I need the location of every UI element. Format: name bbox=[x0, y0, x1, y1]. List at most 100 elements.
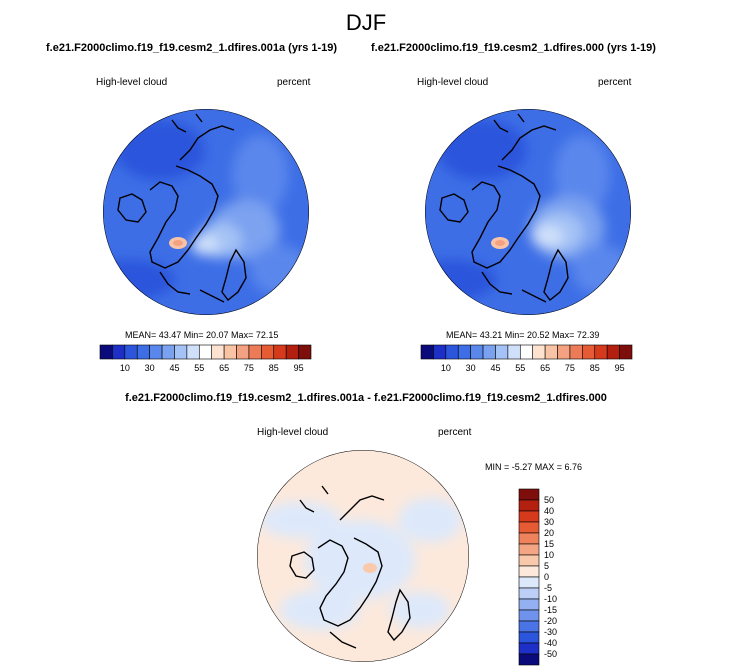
panel3-stats: MIN = -5.27 MAX = 6.76 bbox=[485, 462, 583, 472]
season-title: DJF bbox=[345, 10, 387, 35]
panel3-colorbar-box bbox=[518, 642, 540, 655]
panel3-colorbar-tick-label: -5 bbox=[544, 583, 552, 593]
panel3-colorbar-box bbox=[518, 587, 540, 600]
panel2-colorbar-box bbox=[532, 344, 546, 360]
panel2-colorbar-box bbox=[582, 344, 596, 360]
panel3-colorbar-box bbox=[518, 609, 540, 622]
panel3-colorbar-box bbox=[518, 521, 540, 534]
panel3-colorbar-tick-label: 0 bbox=[544, 572, 549, 582]
panel1-colorbar-box bbox=[161, 344, 175, 360]
panel2-variable-label: High-level cloud bbox=[417, 77, 489, 88]
panel2-colorbar-box bbox=[457, 344, 471, 360]
panel1-colorbar-box bbox=[285, 344, 299, 360]
panel3-colorbar-tick-label: -50 bbox=[544, 649, 557, 659]
panel2-colorbar-box bbox=[519, 344, 534, 360]
panel1-colorbar-box bbox=[236, 344, 250, 360]
panel3-colorbar-box bbox=[518, 653, 540, 666]
panel-title-right: f.e21.F2000climo.f19_f19.cesm2_1.dfires.… bbox=[371, 42, 656, 54]
panel3-colorbar-box bbox=[518, 543, 540, 556]
panel2-colorbar-box bbox=[507, 344, 521, 360]
panel1-colorbar-box bbox=[223, 344, 237, 360]
panel2-colorbar-box bbox=[433, 344, 447, 360]
panel2-map bbox=[425, 109, 631, 315]
panel1-map bbox=[103, 109, 309, 315]
panel3-colorbar-box bbox=[518, 576, 540, 589]
panel1-warm-core bbox=[173, 240, 183, 246]
panel1-colorbar-box bbox=[136, 344, 150, 360]
panel2-colorbar-box bbox=[569, 344, 583, 360]
panel3-colorbar-box bbox=[518, 554, 540, 567]
panel1-colorbar-box bbox=[149, 344, 163, 360]
panel3-colorbar-tick-label: 40 bbox=[544, 506, 554, 516]
panel2-colorbar-tick-label: 10 bbox=[441, 363, 451, 373]
panel2-colorbar-tick-label: 30 bbox=[466, 363, 476, 373]
panel3-colorbar-tick-label: -10 bbox=[544, 594, 557, 604]
panel1-colorbar-tick-label: 10 bbox=[120, 363, 130, 373]
panel1-units-label: percent bbox=[277, 77, 311, 88]
panel2-coastlines bbox=[439, 113, 569, 303]
panel3-colorbar-tick-label: 5 bbox=[544, 561, 549, 571]
panel-title-left: f.e21.F2000climo.f19_f19.cesm2_1.dfires.… bbox=[46, 42, 338, 54]
panel3-colorbar-tick-label: 20 bbox=[544, 528, 554, 538]
panel2-colorbar-box bbox=[420, 344, 434, 360]
panel3-coastlines bbox=[289, 485, 411, 649]
panel3-colorbar-tick-label: 50 bbox=[544, 495, 554, 505]
panel2-colorbar-box bbox=[495, 344, 509, 360]
panel1-colorbar-box bbox=[112, 344, 126, 360]
panel3-units-label: percent bbox=[438, 427, 472, 438]
panel3-colorbar-box bbox=[518, 499, 540, 512]
panel2-warm-core bbox=[495, 240, 505, 246]
panel1-colorbar-tick-label: 65 bbox=[219, 363, 229, 373]
panel3-colorbar-box bbox=[518, 532, 540, 545]
panel1-colorbar-tick-label: 55 bbox=[194, 363, 204, 373]
panel2-colorbar-box bbox=[445, 344, 459, 360]
panel3-variable-label: High-level cloud bbox=[257, 427, 329, 438]
panel2-colorbar-box bbox=[470, 344, 484, 360]
panel1-colorbar-box bbox=[186, 344, 200, 360]
panel3-colorbar-box bbox=[518, 631, 540, 644]
panel1-colorbar-tick-label: 75 bbox=[244, 363, 254, 373]
panel1-colorbar-box bbox=[298, 344, 312, 360]
panel3-colorbar-box bbox=[518, 565, 540, 578]
panel3-colorbar-tick-label: -40 bbox=[544, 638, 557, 648]
panel1-coastlines bbox=[117, 113, 247, 303]
panel1-colorbar-box bbox=[273, 344, 287, 360]
panel2-colorbar-tick-label: 55 bbox=[515, 363, 525, 373]
panel1-colorbar-box bbox=[261, 344, 275, 360]
panel1-colorbar-box bbox=[99, 344, 113, 360]
panel3-colorbar-box bbox=[518, 598, 540, 611]
panel1-colorbar-box bbox=[174, 344, 188, 360]
panel3-colorbar-tick-label: 10 bbox=[544, 550, 554, 560]
panel3-map bbox=[257, 450, 469, 662]
panel1-colorbar-tick-label: 85 bbox=[269, 363, 279, 373]
panel2-colorbar-box bbox=[557, 344, 571, 360]
panel2-colorbar-box bbox=[594, 344, 608, 360]
panel1-colorbar-tick-label: 30 bbox=[145, 363, 155, 373]
panel1-colorbar-box bbox=[124, 344, 138, 360]
panel1-colorbar-tick-label: 45 bbox=[169, 363, 179, 373]
panel1-variable-label: High-level cloud bbox=[96, 77, 168, 88]
panel1-colorbar-box bbox=[248, 344, 262, 360]
panel3-colorbar-tick-label: -15 bbox=[544, 605, 557, 615]
panel2-units-label: percent bbox=[598, 77, 632, 88]
panel2-colorbar-tick-label: 95 bbox=[615, 363, 625, 373]
panel1-stats: MEAN= 43.47 Min= 20.07 Max= 72.15 bbox=[125, 330, 279, 340]
panel1-colorbar-box bbox=[211, 344, 225, 360]
difference-title: f.e21.F2000climo.f19_f19.cesm2_1.dfires.… bbox=[125, 392, 607, 404]
panel2-stats: MEAN= 43.21 Min= 20.52 Max= 72.39 bbox=[446, 330, 600, 340]
panel2-colorbar-tick-label: 45 bbox=[490, 363, 500, 373]
panel2-colorbar-tick-label: 75 bbox=[565, 363, 575, 373]
panel1-colorbar: 10 30 45 55 65 75 85 95 bbox=[99, 344, 312, 373]
panel1-colorbar-tick-label: 95 bbox=[294, 363, 304, 373]
panel2-colorbar-box bbox=[482, 344, 496, 360]
panel3-colorbar-box bbox=[518, 620, 540, 633]
panel2-colorbar-box bbox=[544, 344, 558, 360]
panel3-warm-spot bbox=[363, 563, 377, 573]
panel2-colorbar: 10 30 45 55 65 75 85 95 bbox=[420, 344, 633, 373]
panel3-colorbar-tick-label: -20 bbox=[544, 616, 557, 626]
panel2-colorbar-box bbox=[619, 344, 633, 360]
panel3-colorbar-tick-label: 15 bbox=[544, 539, 554, 549]
panel3-colorbar-box bbox=[518, 488, 540, 501]
